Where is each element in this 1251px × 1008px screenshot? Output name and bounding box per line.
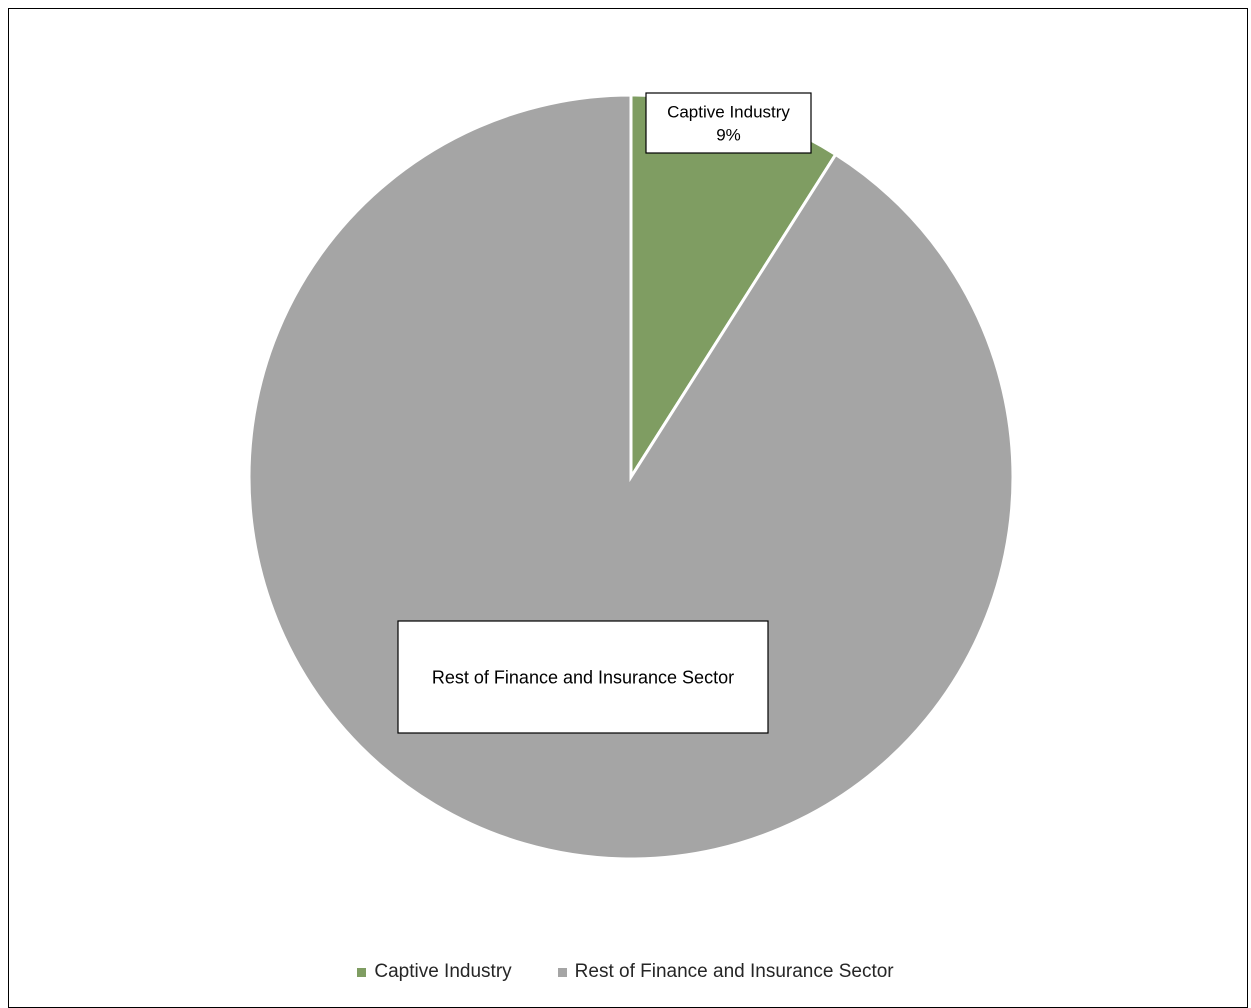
legend-item-captive-industry: Captive Industry [357,961,512,983]
legend-label-captive-industry: Captive Industry [374,961,512,982]
data-label-captive-industry-text-1: 9% [716,125,741,144]
data-label-captive-industry-box [645,92,812,154]
legend-swatch-captive-industry [357,967,367,977]
data-labels: Captive Industry 9% Rest of Finance and In… [397,92,812,734]
pie-slices [247,93,1015,861]
legend: Captive Industry Rest of Finance and Ins… [0,958,1251,986]
data-label-rest-of-finance-text-0: Rest of Finance and Insurance Sector [432,667,734,687]
legend-item-rest-of-finance: Rest of Finance and Insurance Sector [557,961,894,983]
legend-label-rest-of-finance: Rest of Finance and Insurance Sector [574,961,894,982]
data-label-captive-industry-text-0: Captive Industry [667,102,790,121]
data-label-rest-of-finance: Rest of Finance and Insurance Sector [397,620,769,734]
data-label-captive-industry: Captive Industry 9% [645,92,812,154]
pie-slice-rest-of-finance-and-insurance-sector [247,93,1015,861]
legend-swatch-rest-of-finance [557,967,567,977]
data-label-rest-of-finance-box [397,620,769,734]
